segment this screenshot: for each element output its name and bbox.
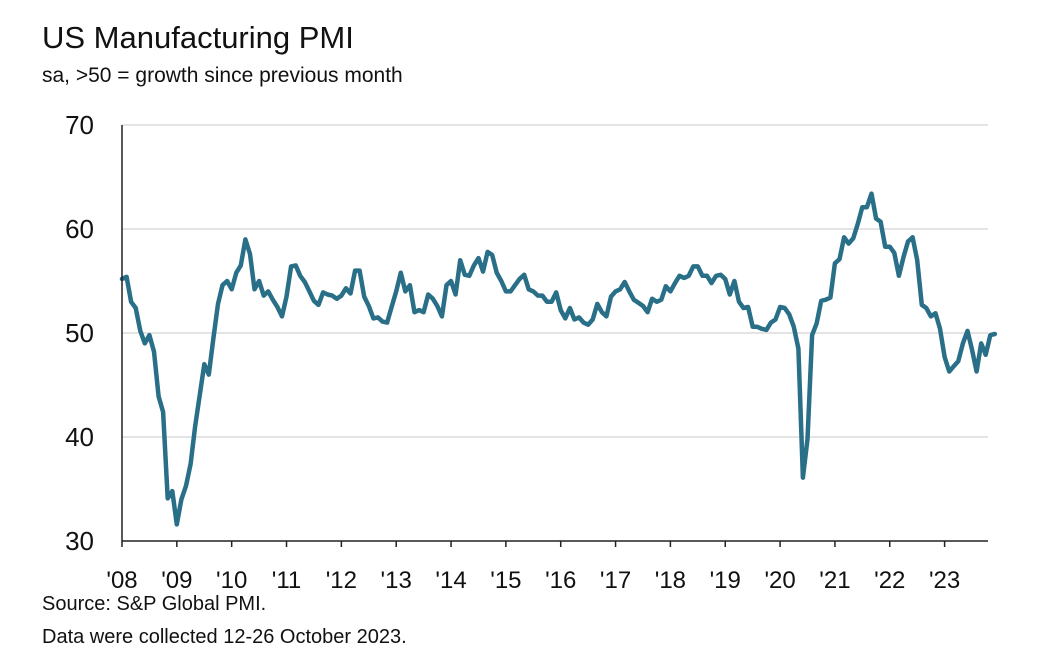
collection-note: Data were collected 12-26 October 2023. bbox=[42, 626, 407, 648]
y-tick-label-60: 60 bbox=[65, 214, 94, 244]
x-tick-label-6: '14 bbox=[435, 567, 466, 594]
x-tick-label-2: '10 bbox=[216, 567, 247, 594]
x-tick-label-9: '17 bbox=[600, 567, 631, 594]
x-tick-label-11: '19 bbox=[710, 567, 741, 594]
x-tick-label-8: '16 bbox=[545, 567, 576, 594]
source-note: Source: S&P Global PMI. bbox=[42, 593, 267, 615]
series-layer bbox=[119, 191, 998, 527]
x-tick-label-5: '13 bbox=[381, 567, 412, 594]
chart-subtitle: sa, >50 = growth since previous month bbox=[42, 64, 403, 87]
x-tick-label-4: '12 bbox=[326, 567, 357, 594]
x-axis-ticks: '08 '09 '10 '11 '12 '13 '14 '15 '16 '17 '18 '19 '20 '… bbox=[106, 541, 960, 594]
y-tick-label-50: 50 bbox=[65, 318, 94, 348]
x-tick-label-1: '09 bbox=[161, 567, 192, 594]
y-tick-label-30: 30 bbox=[65, 526, 94, 556]
x-tick-label-10: '18 bbox=[655, 567, 686, 594]
gridlines bbox=[122, 124, 988, 438]
chart-title: US Manufacturing PMI bbox=[42, 20, 354, 55]
x-tick-label-7: '15 bbox=[490, 567, 521, 594]
x-tick-label-13: '21 bbox=[819, 567, 850, 594]
y-tick-label-40: 40 bbox=[65, 422, 94, 452]
series-line-pmi bbox=[119, 191, 998, 527]
y-axis-ticks: 30 40 50 60 70 bbox=[65, 110, 94, 556]
y-tick-label-70: 70 bbox=[65, 110, 94, 140]
x-tick-label-15: '23 bbox=[929, 567, 960, 594]
x-tick-label-3: '11 bbox=[272, 567, 302, 594]
axes bbox=[121, 125, 988, 542]
x-tick-label-0: '08 bbox=[106, 567, 137, 594]
x-tick-label-14: '22 bbox=[874, 567, 905, 594]
x-tick-label-12: '20 bbox=[764, 567, 795, 594]
